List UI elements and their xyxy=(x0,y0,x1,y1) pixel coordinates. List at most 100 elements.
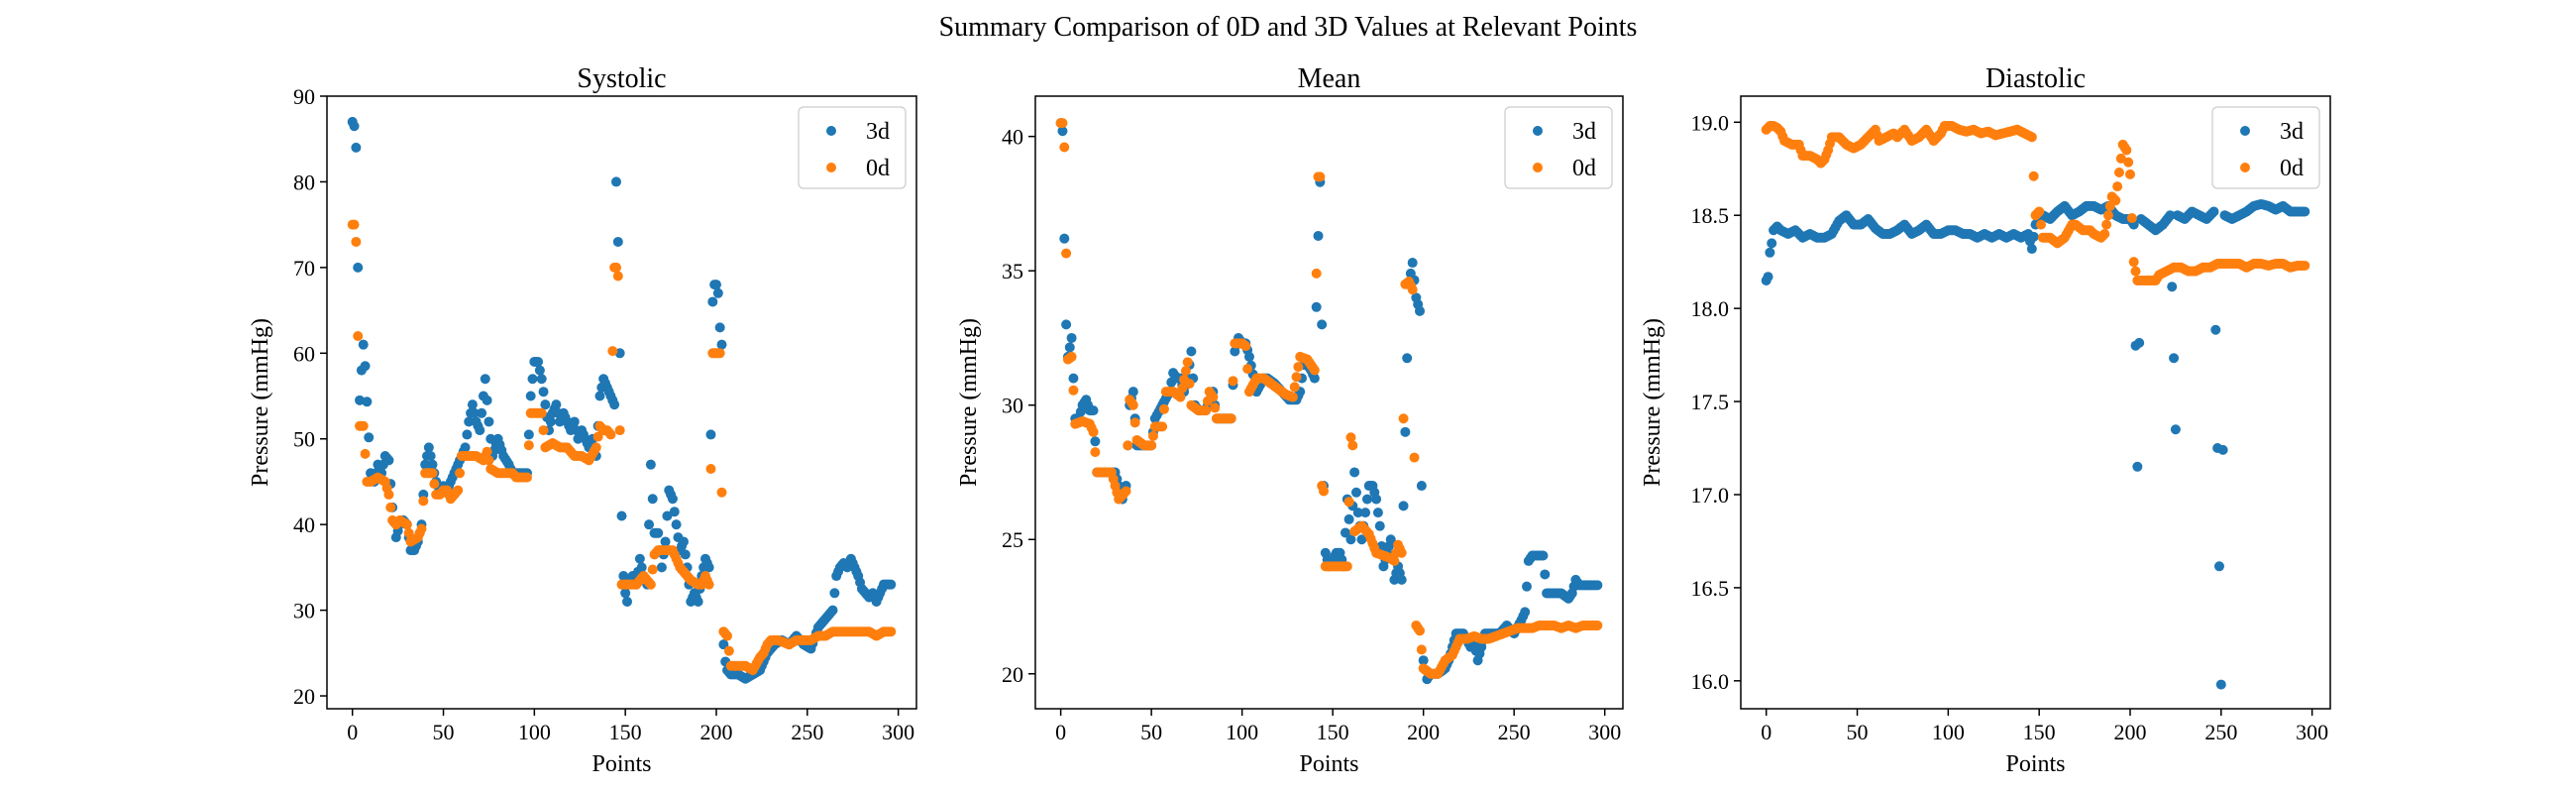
chart-title: Diastolic xyxy=(1986,63,2086,94)
y-tick-label: 50 xyxy=(293,427,315,452)
data-point-0d xyxy=(1184,379,1195,390)
data-point-3d xyxy=(469,407,480,418)
x-tick-label: 250 xyxy=(791,720,823,744)
data-point-3d xyxy=(2132,461,2143,472)
x-tick-label: 150 xyxy=(609,720,642,744)
x-tick-label: 0 xyxy=(1761,720,1771,744)
data-point-3d xyxy=(360,361,371,372)
data-point-0d xyxy=(1157,421,1168,432)
data-point-0d xyxy=(723,645,734,656)
data-point-3d xyxy=(483,416,494,427)
chart-panel-diastolic: Diastolic 0 50 100 150 200 250 300 16.0 16.5 17.0 1… xyxy=(1640,63,2331,777)
x-tick-label: 0 xyxy=(1055,720,1066,744)
data-point-3d xyxy=(710,280,721,290)
data-point-3d xyxy=(1396,574,1407,585)
data-point-3d xyxy=(1317,319,1328,330)
data-point-0d xyxy=(886,626,897,637)
data-point-0d xyxy=(2300,260,2310,271)
data-point-3d xyxy=(1313,230,1324,241)
data-point-3d xyxy=(1416,481,1427,492)
data-point-3d xyxy=(533,356,544,367)
data-point-3d xyxy=(1088,405,1099,416)
data-point-3d xyxy=(1538,550,1549,561)
data-point-0d xyxy=(1319,486,1330,497)
y-tick-label: 30 xyxy=(293,599,315,623)
data-point-3d xyxy=(716,339,727,350)
x-tick-label: 150 xyxy=(2023,720,2056,744)
data-point-3d xyxy=(656,562,667,573)
data-point-0d xyxy=(1123,440,1133,451)
data-point-0d xyxy=(1311,268,1322,279)
data-point-3d xyxy=(2215,679,2226,690)
data-point-0d xyxy=(2026,132,2037,143)
data-point-0d xyxy=(1242,364,1253,375)
y-tick-label: 40 xyxy=(1002,125,1023,150)
x-tick-label: 150 xyxy=(1317,720,1349,744)
legend-marker-0d xyxy=(1533,163,1543,172)
data-point-0d xyxy=(714,348,725,359)
data-point-3d xyxy=(482,395,492,405)
data-point-3d xyxy=(2300,206,2310,217)
y-tick-label: 30 xyxy=(1002,394,1023,418)
data-point-0d xyxy=(1343,497,1354,508)
data-point-0d xyxy=(455,468,466,479)
y-tick-label: 20 xyxy=(293,684,315,709)
y-tick-label: 25 xyxy=(1002,527,1023,552)
data-point-0d xyxy=(2126,213,2137,224)
data-point-3d xyxy=(420,459,431,470)
y-tick-label: 18.0 xyxy=(1691,296,1730,321)
data-point-3d xyxy=(1402,353,1413,364)
data-point-3d xyxy=(2170,424,2181,435)
y-tick-label: 19.0 xyxy=(1691,110,1730,135)
data-point-3d xyxy=(662,510,673,521)
data-point-3d xyxy=(594,391,605,401)
y-tick-label: 18.5 xyxy=(1691,203,1730,228)
series-3d xyxy=(1761,198,2310,690)
data-point-0d xyxy=(1287,392,1298,402)
data-point-0d xyxy=(383,489,394,500)
data-point-3d xyxy=(1343,513,1354,524)
data-point-3d xyxy=(2213,561,2224,572)
figure-title: Summary Comparison of 0D and 3D Values a… xyxy=(939,12,1638,43)
legend-box xyxy=(798,106,907,189)
data-point-3d xyxy=(534,365,545,376)
plot-frame xyxy=(1034,95,1624,710)
legend-marker-3d xyxy=(2240,126,2250,136)
data-point-3d xyxy=(475,425,485,436)
data-point-0d xyxy=(1059,142,1070,153)
data-point-3d xyxy=(667,494,678,505)
data-point-0d xyxy=(1416,644,1427,655)
data-point-0d xyxy=(1201,405,1212,416)
data-point-3d xyxy=(1361,494,1372,505)
data-point-3d xyxy=(383,455,394,466)
data-point-3d xyxy=(460,442,471,453)
data-point-0d xyxy=(612,271,623,282)
data-point-0d xyxy=(1175,392,1186,402)
x-tick-label: 0 xyxy=(347,720,358,744)
data-point-3d xyxy=(1352,508,1363,518)
data-point-3d xyxy=(1059,233,1070,244)
data-point-3d xyxy=(1340,527,1350,538)
data-point-0d xyxy=(1147,430,1158,441)
legend-label: 3d xyxy=(1572,119,1596,145)
data-point-0d xyxy=(705,463,716,474)
data-point-3d xyxy=(1061,319,1072,330)
data-point-0d xyxy=(1398,413,1409,424)
data-point-3d xyxy=(886,579,897,590)
x-tick-label: 50 xyxy=(1847,720,1869,744)
data-point-3d xyxy=(477,407,487,418)
data-point-0d xyxy=(1180,366,1191,377)
data-point-3d xyxy=(714,322,725,333)
data-point-3d xyxy=(1068,373,1079,384)
data-point-3d xyxy=(362,396,373,407)
data-point-0d xyxy=(522,472,533,483)
data-point-0d xyxy=(538,425,549,436)
data-point-0d xyxy=(2130,266,2141,277)
data-point-0d xyxy=(1146,440,1157,451)
y-tick-label: 17.5 xyxy=(1691,390,1730,414)
data-point-0d xyxy=(1345,432,1356,443)
data-point-0d xyxy=(1182,357,1193,368)
data-point-0d xyxy=(607,346,618,357)
